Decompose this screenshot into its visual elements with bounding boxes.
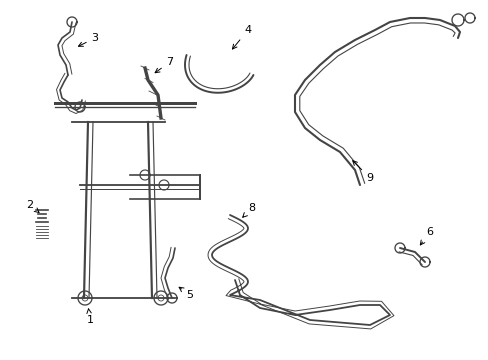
- Text: 2: 2: [26, 200, 39, 212]
- Text: 7: 7: [155, 57, 173, 73]
- Text: 5: 5: [179, 287, 193, 300]
- Text: 9: 9: [352, 161, 373, 183]
- Text: 1: 1: [86, 309, 93, 325]
- Text: 4: 4: [232, 25, 251, 49]
- Text: 8: 8: [242, 203, 255, 217]
- Text: 6: 6: [420, 227, 433, 245]
- Text: 3: 3: [78, 33, 98, 46]
